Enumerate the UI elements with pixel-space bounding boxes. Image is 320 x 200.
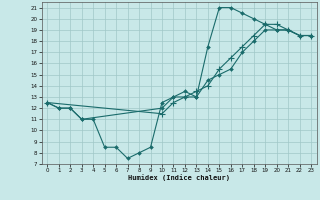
X-axis label: Humidex (Indice chaleur): Humidex (Indice chaleur)	[128, 175, 230, 181]
